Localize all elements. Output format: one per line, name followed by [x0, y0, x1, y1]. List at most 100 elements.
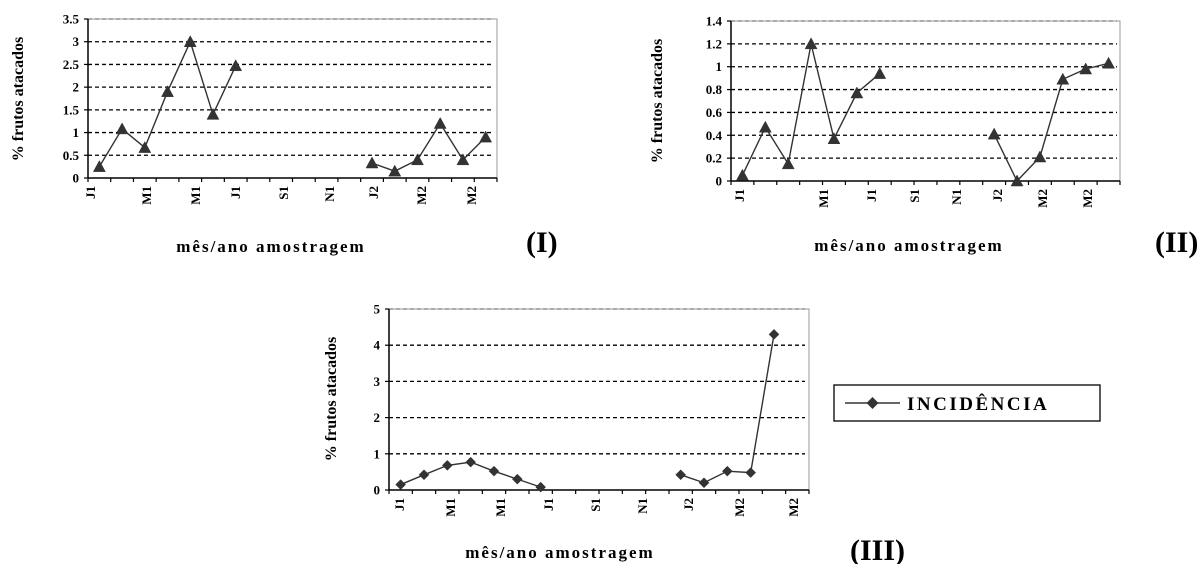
series-line-segment: [741, 43, 881, 176]
x-tick-label: J1: [864, 189, 879, 202]
triangle-marker: [758, 120, 772, 133]
triangle-marker: [873, 67, 887, 79]
y-tick-label: 3: [374, 374, 381, 389]
triangle-marker: [804, 37, 818, 50]
grid-lines-III: [389, 308, 805, 455]
axes-I: [84, 18, 498, 182]
x-tick-label: S1: [276, 186, 291, 200]
y-tick-label: 0.2: [706, 151, 722, 166]
y-tick-label: 0: [73, 171, 80, 186]
x-tick-label: M2: [786, 498, 801, 517]
x-tick-label: M1: [443, 498, 458, 517]
y-tick-label: 1.5: [63, 102, 80, 117]
chart-panel-II: 0 0.2 0.4 0.6 0.8 1 1.2 1.4 J1 M1 J1 S1 N1 J2 M2 M2 % …: [649, 14, 1198, 260]
x-tick-label: J2: [990, 189, 1005, 202]
triangle-marker: [183, 35, 197, 47]
x-tick-label: N1: [635, 498, 650, 514]
x-tick-labels-II: J1 M1 J1 S1 N1 J2 M2 M2: [732, 189, 1095, 208]
y-tick-labels-III: 0 1 2 3 4 5: [374, 302, 381, 498]
diamond-marker: [465, 456, 477, 468]
triangle-marker: [92, 160, 106, 172]
x-tick-label: J2: [681, 498, 696, 511]
triangle-marker: [781, 157, 795, 170]
x-tick-label: M2: [414, 186, 429, 205]
triangle-marker: [736, 168, 749, 181]
x-tick-labels-III: J1 M1 M1 J1 S1 N1 J2 M2 M2: [392, 498, 801, 517]
series-lines-II: [741, 43, 1109, 183]
series-line-segment: [680, 334, 775, 484]
y-tick-label: 3.5: [63, 12, 80, 27]
series-markers-III: [395, 328, 780, 493]
y-tick-label: 0.5: [63, 148, 80, 163]
series-markers-II: [736, 37, 1115, 187]
y-tick-label: 0.6: [706, 105, 723, 120]
y-axis-label-I: % frutos atacados: [10, 37, 27, 161]
diamond-marker: [698, 477, 710, 489]
triangle-marker: [987, 127, 1001, 140]
triangle-marker: [433, 116, 447, 129]
y-tick-label: 0: [716, 174, 723, 189]
triangle-marker: [456, 153, 470, 166]
diamond-marker: [721, 465, 733, 477]
x-tick-label: J2: [366, 186, 381, 199]
plot-frame-III: [388, 308, 810, 491]
y-tick-label: 1: [716, 59, 723, 74]
y-axis-label-III: % frutos atacados: [323, 337, 340, 461]
x-tick-label: M1: [816, 189, 831, 208]
y-tick-labels-I: 0 0.5 1 1.5 2 2.5 3 3.5: [63, 12, 80, 186]
diamond-marker: [768, 328, 780, 340]
x-axis-label-I: mês/ano amostragem: [176, 237, 365, 256]
legend-diamond-marker: [866, 397, 879, 409]
y-tick-label: 2: [374, 410, 381, 425]
diamond-marker: [488, 465, 500, 477]
y-tick-label: 5: [374, 302, 381, 317]
y-tick-label: 0.8: [706, 82, 723, 97]
y-tick-label: 2.5: [63, 57, 80, 72]
diamond-marker: [675, 469, 687, 481]
x-tick-label: J1: [732, 189, 747, 202]
panel-label-I: (I): [526, 226, 558, 259]
triangle-marker: [1033, 150, 1047, 163]
plot-frame-I: [87, 18, 498, 179]
triangle-marker: [229, 59, 243, 72]
series-line-segment: [371, 122, 487, 172]
y-tick-label: 4: [374, 338, 381, 353]
x-tick-labels-I: J1 M1 M1 J1 S1 N1 J2 M2 M2: [83, 186, 479, 205]
x-tick-label: S1: [588, 498, 603, 512]
x-axis-label-II: mês/ano amostragem: [814, 236, 1003, 255]
panel-label-III: (III): [850, 534, 905, 564]
triangle-marker: [365, 156, 379, 169]
diamond-marker: [511, 473, 523, 485]
triangle-marker: [388, 164, 402, 177]
y-tick-label: 1: [374, 446, 381, 461]
triangle-marker: [1010, 174, 1024, 187]
y-tick-labels-II: 0 0.2 0.4 0.6 0.8 1 1.2 1.4: [706, 14, 723, 189]
grid-lines-I: [88, 18, 493, 156]
triangle-marker: [1102, 56, 1115, 69]
series-lines-III: [400, 334, 775, 488]
diamond-marker: [745, 467, 757, 478]
x-tick-label: M2: [464, 186, 479, 205]
x-tick-label: J1: [392, 498, 407, 511]
x-tick-label: M2: [1035, 189, 1050, 208]
y-tick-label: 1.2: [706, 36, 722, 51]
axes-II: [727, 20, 1121, 185]
chart-panel-I: 0 0.5 1 1.5 2 2.5 3 3.5 J1 M1 M1 J1 S1 N1 J2 M2 M2 % fr…: [10, 12, 558, 260]
axes-III: [385, 308, 810, 494]
triangle-marker: [1056, 72, 1070, 85]
x-tick-label: N1: [949, 189, 964, 205]
x-axis-label-III: mês/ano amostragem: [465, 543, 654, 562]
x-tick-label: M2: [732, 498, 747, 517]
y-axis-label-II: % frutos atacados: [649, 39, 666, 163]
diamond-marker: [418, 469, 430, 481]
x-tick-label: J1: [228, 186, 243, 199]
panel-label-II: (II): [1155, 226, 1198, 259]
diamond-marker: [395, 479, 407, 490]
legend: INCIDÊNCIA: [833, 384, 1101, 422]
series-markers-I: [92, 35, 493, 177]
y-tick-label: 0.4: [706, 128, 723, 143]
x-tick-label: N1: [322, 186, 337, 202]
chart-panel-III: 0 1 2 3 4 5 J1 M1 M1 J1 S1 N1 J2 M2 M2 % frutos ataca…: [323, 302, 905, 564]
x-tick-label: M1: [188, 186, 203, 205]
